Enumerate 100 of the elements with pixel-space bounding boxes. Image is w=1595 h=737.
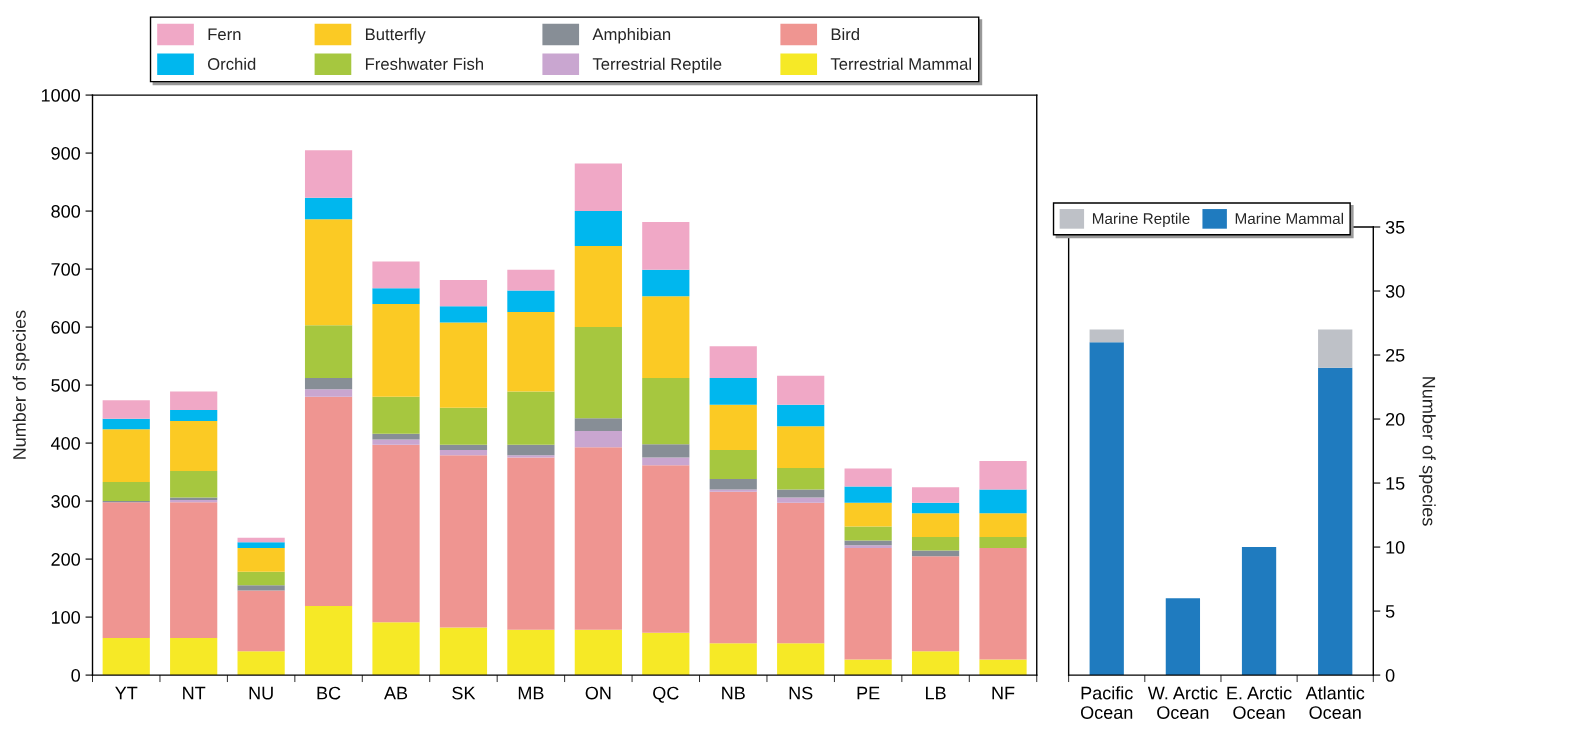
bar: [777, 502, 825, 644]
bar: [237, 651, 285, 676]
bar: [979, 659, 1027, 676]
y-tick-label: 25: [1386, 348, 1405, 362]
bar: [642, 378, 690, 445]
bar: [102, 429, 150, 482]
bar: [304, 197, 353, 220]
bar: [709, 378, 757, 405]
bar: [642, 465, 690, 633]
bar: [642, 632, 690, 676]
bar: [170, 391, 218, 411]
bar: [911, 556, 960, 652]
bar: [507, 629, 555, 676]
legend-label: Fern: [208, 28, 241, 41]
y-tick-label: 1000: [41, 89, 80, 102]
bar: [777, 426, 825, 469]
x-tick-label: ON: [585, 686, 611, 700]
bar: [709, 404, 757, 451]
x-tick-label: NU: [249, 686, 273, 700]
x-tick-label: PE: [857, 686, 880, 700]
bar: [574, 418, 622, 431]
bar: [372, 303, 420, 397]
bar: [574, 629, 622, 676]
bar: [439, 444, 488, 451]
bar: [372, 439, 420, 445]
bar: [709, 450, 757, 480]
bar: [574, 447, 622, 630]
bar: [372, 622, 420, 676]
bar: [439, 450, 488, 456]
y-tick-label: 0: [1385, 669, 1395, 682]
bar: [439, 455, 488, 628]
bar: [170, 410, 218, 422]
bar: [372, 433, 420, 440]
bar: [372, 288, 420, 304]
bar: [777, 497, 825, 503]
bar: [642, 222, 690, 270]
bar: [777, 468, 825, 490]
y-axis-title: Number of species: [12, 310, 30, 459]
bar: [777, 489, 825, 498]
bar: [1165, 598, 1201, 676]
bar: [574, 245, 622, 328]
bar: [709, 491, 757, 644]
bar: [709, 489, 757, 492]
bar: [1089, 342, 1124, 676]
y-tick-label: 0: [71, 669, 80, 682]
y-tick-label: 900: [51, 147, 80, 160]
bar: [237, 585, 285, 591]
y-tick-label: 15: [1386, 477, 1405, 490]
x-tick-label: NB: [722, 686, 745, 700]
x-tick-label: Pacific Ocean: [1080, 686, 1133, 719]
legend-label: Freshwater Fish: [365, 57, 483, 70]
x-tick-label: YT: [115, 686, 138, 700]
y-tick-label: 100: [51, 611, 80, 624]
bar: [170, 470, 218, 498]
bar: [304, 606, 353, 676]
bar: [642, 269, 690, 297]
x-tick-label: Atlantic Ocean: [1305, 686, 1365, 719]
bar: [102, 481, 150, 502]
legend-label: Amphibian: [592, 27, 671, 44]
bar: [844, 486, 892, 503]
bar: [170, 637, 218, 676]
bar: [709, 346, 757, 379]
legend-label: Orchid: [207, 57, 256, 70]
y-tick-label: 35: [1385, 220, 1405, 234]
y-tick-label: 700: [51, 263, 80, 276]
bar: [1089, 329, 1124, 343]
bar: [507, 457, 555, 630]
bar: [372, 261, 420, 289]
bar: [777, 404, 825, 427]
bar: [1318, 367, 1353, 676]
bar: [911, 487, 960, 503]
y-tick-label: 500: [51, 379, 80, 392]
bar: [507, 312, 555, 392]
bar: [439, 306, 488, 323]
bar: [709, 643, 757, 676]
bar: [574, 430, 622, 448]
bar: [439, 322, 488, 408]
x-tick-label: E. Arctic Ocean: [1227, 686, 1292, 719]
bar: [777, 643, 825, 676]
legend-label: Butterfly: [365, 27, 426, 44]
legend-label: Terrestrial Mammal: [830, 57, 971, 70]
x-tick-label: NF: [992, 686, 1015, 700]
bar: [642, 457, 690, 466]
legend-label: Marine Reptile: [1092, 212, 1190, 228]
bar: [237, 571, 285, 586]
bar: [574, 163, 622, 212]
legend-label: Terrestrial Reptile: [592, 57, 722, 74]
bar: [979, 513, 1027, 538]
bar: [372, 396, 420, 434]
bar: [507, 455, 555, 458]
bar: [911, 651, 960, 676]
bar: [304, 150, 353, 198]
bar: [979, 537, 1027, 549]
y-tick-label: 10: [1386, 541, 1405, 554]
y-tick-label: 200: [51, 553, 80, 566]
bar: [304, 325, 353, 379]
bar: [844, 502, 892, 527]
bar: [777, 375, 825, 405]
bar: [304, 396, 353, 607]
bar: [911, 513, 960, 538]
